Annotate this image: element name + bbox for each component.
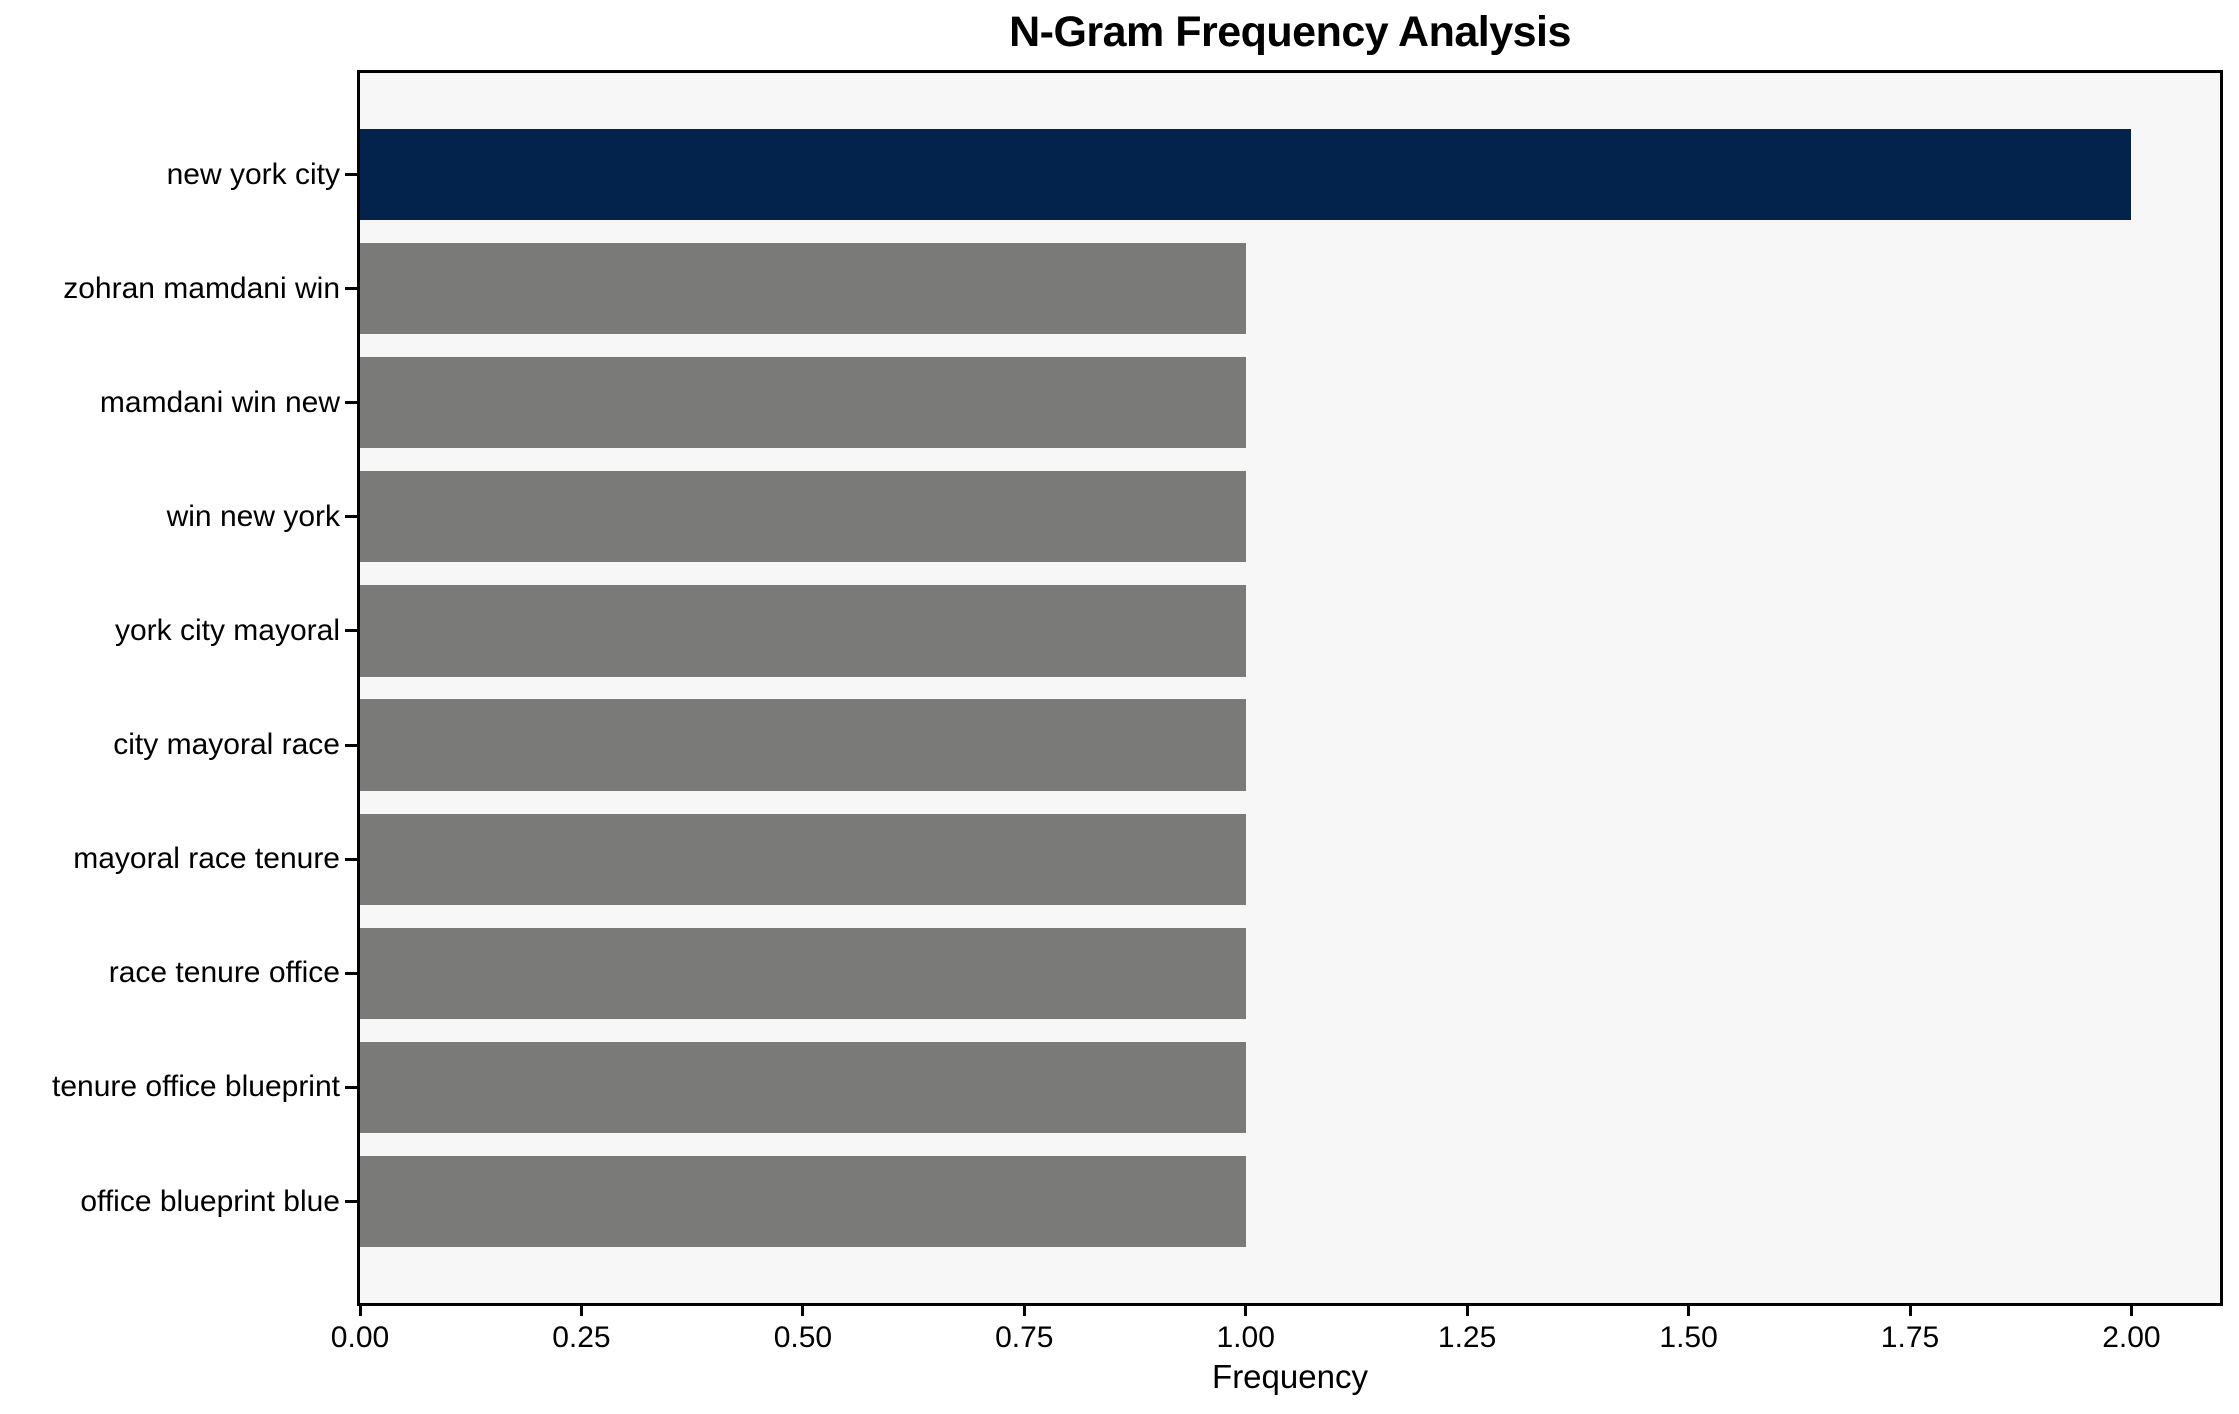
y-tick bbox=[345, 287, 357, 291]
x-tick-label: 1.00 bbox=[1216, 1321, 1275, 1354]
x-tick bbox=[1908, 1306, 1912, 1316]
plot-area bbox=[357, 70, 2223, 1306]
x-tick bbox=[579, 1306, 583, 1316]
x-tick-label: 0.00 bbox=[330, 1321, 390, 1354]
y-tick bbox=[345, 971, 357, 975]
y-tick bbox=[345, 1085, 357, 1089]
bar bbox=[360, 128, 2132, 221]
x-tick bbox=[2129, 1306, 2133, 1316]
y-tick-label: city mayoral race bbox=[113, 728, 340, 762]
y-tick bbox=[345, 743, 357, 747]
x-tick-label: 1.75 bbox=[1880, 1321, 1940, 1354]
y-tick-label: mamdani win new bbox=[99, 385, 340, 419]
bar bbox=[360, 1041, 1246, 1133]
x-axis-title: Frequency bbox=[1212, 1358, 1368, 1395]
y-tick bbox=[345, 857, 357, 861]
y-tick-label: tenure office blueprint bbox=[52, 1070, 340, 1104]
x-tick bbox=[1244, 1306, 1248, 1316]
x-tick-label: 1.50 bbox=[1659, 1321, 1718, 1354]
x-tick bbox=[1022, 1306, 1026, 1316]
y-tick-label: race tenure office bbox=[108, 956, 340, 990]
x-tick-label: 2.00 bbox=[2102, 1321, 2161, 1354]
chart-title: N-Gram Frequency Analysis bbox=[1009, 8, 1571, 56]
y-tick-label: zohran mamdani win bbox=[63, 271, 340, 305]
y-tick bbox=[345, 629, 357, 633]
y-tick bbox=[345, 173, 357, 176]
y-tick-label: new york city bbox=[166, 157, 340, 191]
bar bbox=[360, 699, 1246, 791]
bar bbox=[360, 585, 1246, 677]
x-tick-label: 1.25 bbox=[1437, 1321, 1497, 1354]
x-tick-label: 0.50 bbox=[773, 1321, 833, 1354]
y-tick bbox=[345, 1200, 357, 1203]
y-tick-label: mayoral race tenure bbox=[73, 842, 340, 876]
bar bbox=[360, 243, 1246, 335]
y-tick-label: win new york bbox=[166, 499, 340, 533]
bar bbox=[360, 1155, 1246, 1248]
x-tick bbox=[1465, 1306, 1469, 1316]
bar bbox=[360, 357, 1246, 449]
x-tick-label: 0.75 bbox=[995, 1321, 1054, 1354]
y-tick-label: york city mayoral bbox=[114, 613, 340, 647]
x-tick-label: 0.25 bbox=[552, 1321, 611, 1354]
x-tick bbox=[801, 1306, 805, 1316]
bar bbox=[360, 471, 1246, 563]
bar bbox=[360, 813, 1246, 905]
y-tick-label: office blueprint blue bbox=[80, 1184, 340, 1218]
bar bbox=[360, 927, 1246, 1019]
x-tick bbox=[1687, 1306, 1691, 1316]
x-tick bbox=[358, 1306, 362, 1316]
y-tick bbox=[345, 515, 357, 519]
y-tick bbox=[345, 401, 357, 405]
